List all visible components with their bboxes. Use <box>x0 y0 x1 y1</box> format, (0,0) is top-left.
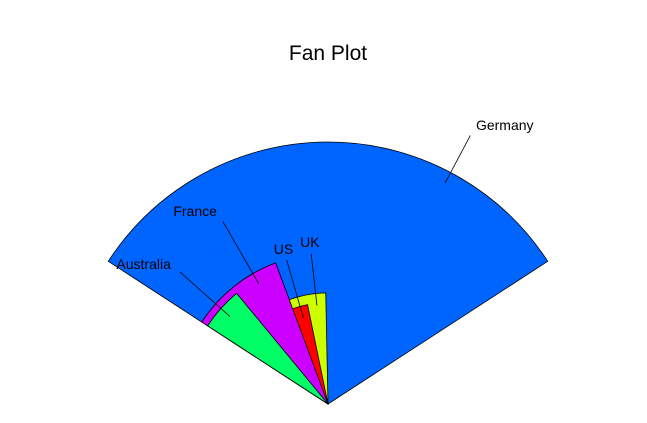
fan-sectors <box>107 141 549 405</box>
label-germany: Germany <box>476 117 534 133</box>
label-leaders <box>179 135 471 319</box>
leader-us <box>286 260 304 319</box>
label-uk: UK <box>300 234 320 250</box>
leader-germany <box>444 135 471 184</box>
label-australia: Australia <box>116 256 171 272</box>
label-france: France <box>173 203 217 219</box>
leader-australia <box>179 271 231 317</box>
sector-labels: Germany UK US France Australia <box>116 117 533 272</box>
sector-germany <box>107 141 549 405</box>
chart-title: Fan Plot <box>289 42 367 65</box>
leader-france <box>222 221 260 285</box>
leader-uk <box>310 253 318 306</box>
label-us: US <box>274 241 293 257</box>
